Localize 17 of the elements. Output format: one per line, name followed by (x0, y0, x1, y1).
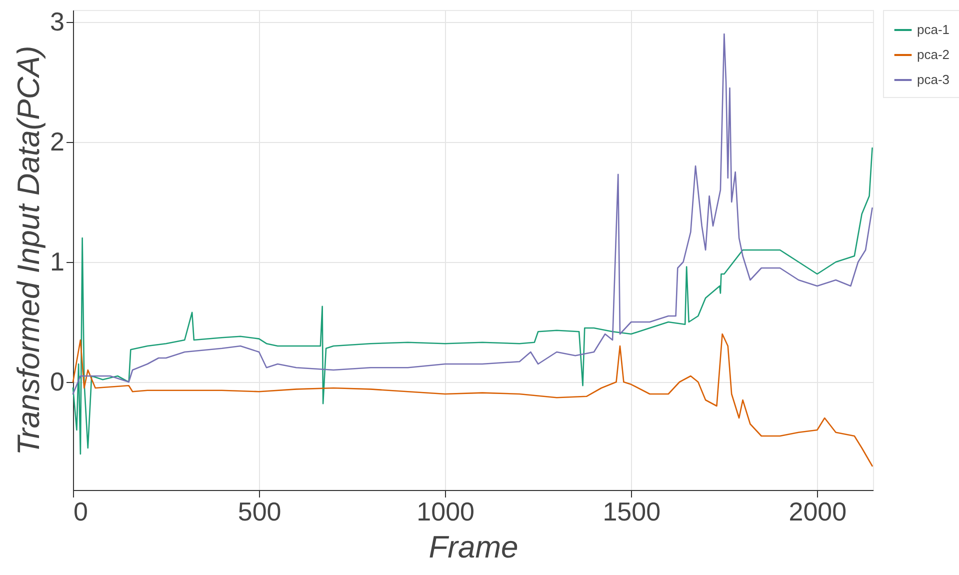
line-series (72, 147, 873, 455)
x-tick-label: 0 (74, 496, 88, 526)
y-axis-title: Transformed Input Data(PCA) (11, 46, 46, 456)
line-series (72, 333, 873, 467)
legend-label: pca-2 (917, 47, 950, 62)
x-tick-label: 500 (238, 496, 282, 526)
y-tick-label: 3 (50, 6, 64, 36)
x-tick-label: 2000 (788, 496, 847, 526)
x-tick-label: 1000 (416, 496, 475, 526)
legend-label: pca-3 (917, 72, 950, 87)
legend-label: pca-1 (917, 22, 950, 37)
y-tick-label: 2 (50, 126, 64, 156)
x-axis-title: Frame (428, 530, 518, 564)
y-tick-label: 1 (50, 246, 64, 276)
line-series (72, 33, 873, 395)
x-tick-label: 1500 (602, 496, 661, 526)
y-tick-label: 0 (50, 366, 64, 396)
